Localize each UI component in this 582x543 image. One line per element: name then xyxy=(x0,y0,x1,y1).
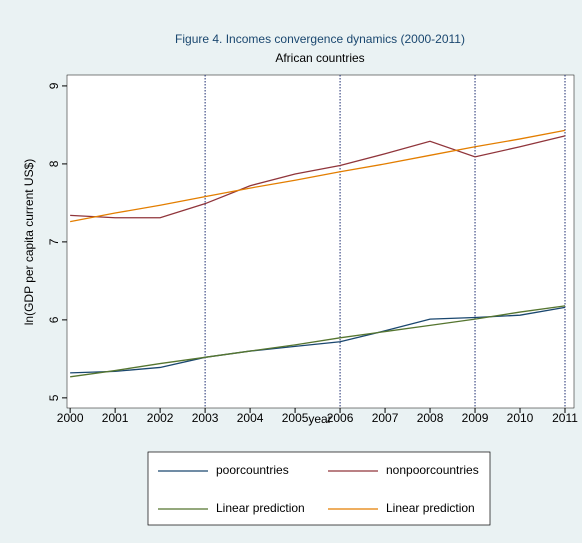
y-tick-label: 8 xyxy=(47,160,61,167)
x-tick-label: 2002 xyxy=(147,411,174,425)
legend-label: Linear prediction xyxy=(216,501,305,515)
y-axis-label: ln(GDP per capita current US$) xyxy=(22,159,36,326)
x-tick-label: 2007 xyxy=(372,411,399,425)
x-axis-label: year xyxy=(308,412,331,426)
x-tick-label: 2008 xyxy=(417,411,444,425)
x-tick-label: 2004 xyxy=(237,411,264,425)
chart-subtitle: African countries xyxy=(275,51,364,65)
plot-area xyxy=(66,74,575,409)
series-line xyxy=(70,129,566,223)
x-tick-label: 2001 xyxy=(102,411,129,425)
y-tick-label: 7 xyxy=(47,238,61,245)
x-tick-label: 2011 xyxy=(552,411,578,425)
series-line xyxy=(70,135,566,219)
x-tick-label: 2010 xyxy=(507,411,534,425)
legend-label: poorcountries xyxy=(216,463,289,477)
series-line xyxy=(70,306,566,374)
y-tick-label: 5 xyxy=(47,394,61,401)
y-tick-label: 9 xyxy=(47,82,61,89)
chart-title: Figure 4. Incomes convergence dynamics (… xyxy=(175,32,465,46)
x-tick-label: 2003 xyxy=(192,411,219,425)
x-tick-label: 2006 xyxy=(327,411,354,425)
x-tick-label: 2000 xyxy=(57,411,84,425)
legend-label: Linear prediction xyxy=(386,501,475,515)
x-tick-label: 2009 xyxy=(462,411,489,425)
x-tick-label: 2005 xyxy=(282,411,309,425)
series-line xyxy=(70,305,566,378)
y-tick-label: 6 xyxy=(47,316,61,323)
legend xyxy=(147,451,491,526)
legend-label: nonpoorcountries xyxy=(386,463,479,477)
